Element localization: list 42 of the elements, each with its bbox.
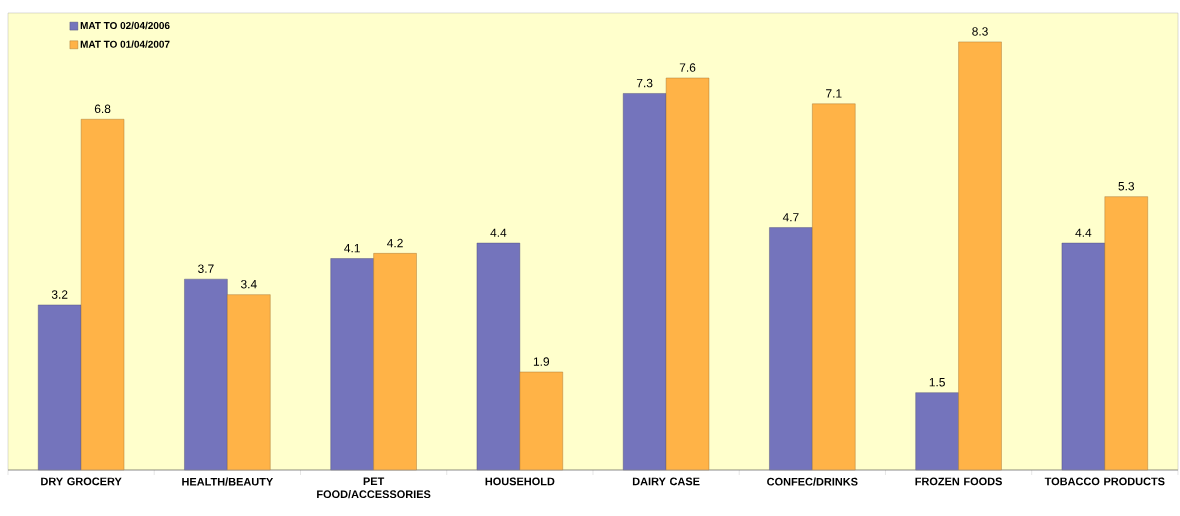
x-tick-label: DAIRY CASE: [632, 477, 700, 486]
data-label: 7.1: [826, 89, 842, 98]
data-label: 3.4: [240, 279, 257, 289]
bar: [519, 371, 563, 471]
x-tick-label: DRY GROCERY: [41, 477, 122, 486]
bar: [476, 242, 521, 471]
data-label: 3.7: [198, 264, 214, 273]
data-label: 4.2: [387, 238, 403, 248]
data-label: 3.2: [51, 290, 68, 299]
data-label: 7.3: [636, 78, 653, 88]
bar: [227, 294, 271, 471]
x-tick-label: HEALTH/BEAUTY: [182, 477, 274, 486]
bar: [623, 93, 667, 471]
data-label: 4.4: [1075, 228, 1092, 237]
x-tick-label: TOBACCO PRODUCTS: [1044, 477, 1165, 486]
bar: [184, 278, 228, 471]
bar: [38, 304, 82, 471]
bar: [812, 103, 856, 471]
x-tick-label: PET FOOD/ACCESSORIES: [317, 477, 431, 499]
bar: [373, 253, 417, 471]
x-tick-label: HOUSEHOLD: [485, 477, 555, 486]
data-label: 1.9: [533, 357, 550, 366]
bar: [915, 392, 959, 471]
data-label: 1.5: [929, 378, 945, 387]
bar: [958, 41, 1002, 471]
bar: [330, 258, 374, 471]
data-label: 8.3: [972, 27, 988, 36]
bar: [80, 119, 125, 471]
data-label: 6.8: [94, 104, 111, 114]
legend-label: MAT TO 02/04/2006: [80, 21, 170, 30]
bar: [665, 77, 710, 471]
bar: [1104, 196, 1148, 471]
data-label: 4.1: [344, 244, 360, 253]
data-label: 5.3: [1118, 181, 1135, 191]
legend-label: MAT TO 01/04/2007: [80, 40, 170, 48]
data-label: 4.7: [782, 213, 799, 222]
data-label: 7.6: [679, 63, 696, 72]
x-tick-label: CONFEC/DRINKS: [767, 477, 858, 486]
data-label: 4.4: [490, 228, 507, 237]
x-tick-label: FROZEN FOODS: [915, 477, 1002, 486]
bar: [1061, 242, 1106, 471]
bar: [769, 227, 813, 471]
